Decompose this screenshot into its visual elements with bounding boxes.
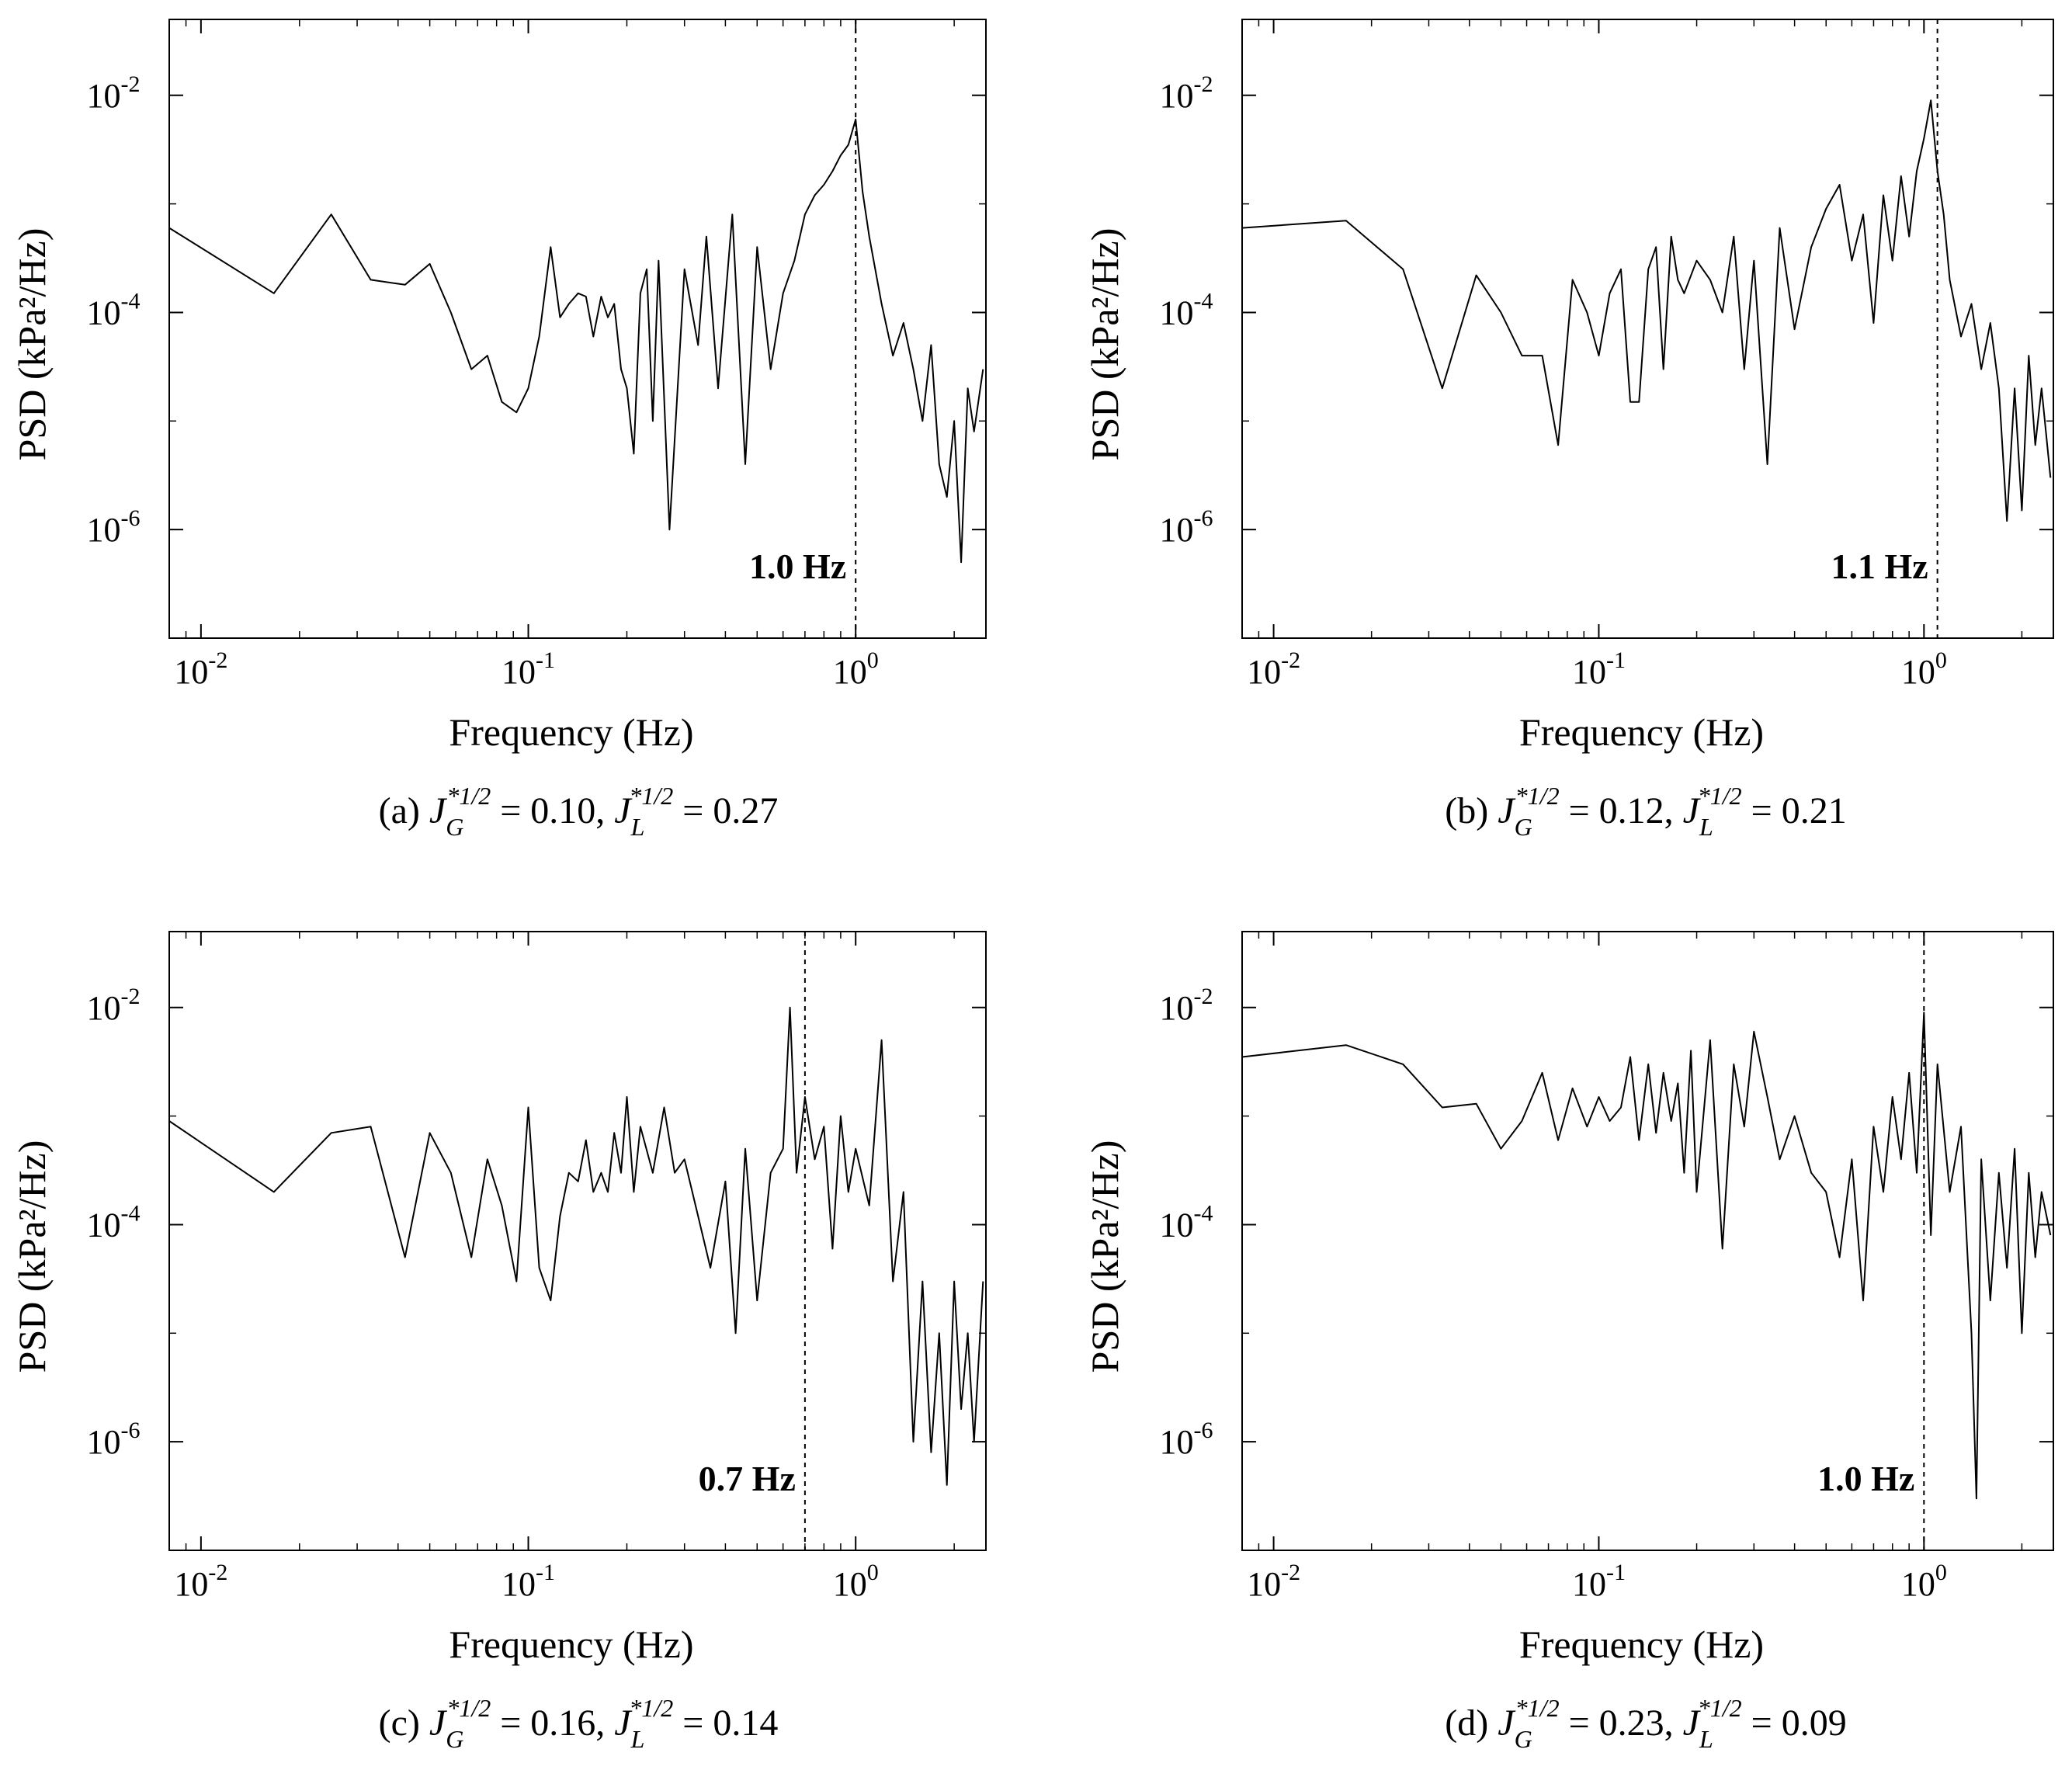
plot-frame: [168, 19, 987, 639]
plot-frame: [1241, 19, 2054, 639]
chart-panel-4: 10-2 10-1 100 10-6 10-4 10-2 1.0 Hz Frequency (…: [1083, 931, 2054, 1753]
plot-frame: [168, 931, 987, 1551]
y-tick-label: 10-4: [1160, 288, 1213, 331]
x-tick-label: 10-2: [1247, 1560, 1300, 1603]
y-tick-label: 10-6: [87, 1418, 141, 1461]
y-axis-title: PSD (kPa²/Hz): [10, 228, 54, 461]
y-tick-label: 10-2: [1160, 71, 1213, 115]
y-tick-label: 10-4: [87, 1200, 141, 1244]
y-axis-title: PSD (kPa²/Hz): [10, 1140, 54, 1373]
x-tick-label: 10-1: [502, 1560, 555, 1603]
x-tick-label: 100: [833, 647, 879, 691]
y-axis-title: PSD (kPa²/Hz): [1083, 1140, 1126, 1373]
x-axis-title: Frequency (Hz): [449, 710, 693, 754]
y-tick-label: 10-6: [87, 505, 141, 549]
peak-annotation: 0.7 Hz: [699, 1459, 796, 1498]
x-tick-label: 100: [833, 1560, 879, 1603]
panel-caption: (d) JG*1/2 = 0.23, JL*1/2 = 0.09: [1445, 1694, 1846, 1753]
peak-annotation: 1.0 Hz: [749, 547, 846, 586]
psd-series-line: [168, 118, 984, 564]
y-tick-label: 10-6: [1160, 1418, 1213, 1461]
chart-panel-1: 10-2 10-1 100 10-6 10-4 10-2 1.0 Hz Frequency (…: [10, 19, 987, 841]
x-tick-label: 10-1: [1572, 1560, 1626, 1603]
psd-series-line: [1241, 99, 2052, 522]
x-axis-title: Frequency (Hz): [1519, 1623, 1764, 1666]
y-tick-label: 10-6: [1160, 505, 1213, 549]
y-tick-label: 10-2: [87, 984, 141, 1027]
peak-annotation: 1.0 Hz: [1817, 1459, 1914, 1498]
x-axis-title: Frequency (Hz): [449, 1623, 693, 1666]
x-axis-title: Frequency (Hz): [1519, 710, 1764, 754]
x-tick-label: 10-2: [174, 1560, 227, 1603]
x-tick-label: 10-1: [502, 647, 555, 691]
x-tick-label: 100: [1901, 1560, 1947, 1603]
plot-frame: [1241, 931, 2054, 1551]
y-axis-title: PSD (kPa²/Hz): [1083, 228, 1126, 461]
psd-series-line: [1241, 1012, 2052, 1500]
y-tick-label: 10-4: [87, 288, 141, 331]
panel-caption: (c) JG*1/2 = 0.16, JL*1/2 = 0.14: [379, 1694, 779, 1753]
x-tick-label: 10-1: [1572, 647, 1626, 691]
panel-caption: (b) JG*1/2 = 0.12, JL*1/2 = 0.21: [1445, 782, 1846, 841]
x-tick-label: 100: [1901, 647, 1947, 691]
x-tick-label: 10-2: [1247, 647, 1300, 691]
panel-caption: (a) JG*1/2 = 0.10, JL*1/2 = 0.27: [379, 782, 779, 841]
chart-panel-3: 10-2 10-1 100 10-6 10-4 10-2 0.7 Hz Frequency (…: [10, 931, 987, 1753]
y-tick-label: 10-2: [87, 71, 141, 115]
peak-annotation: 1.1 Hz: [1831, 547, 1928, 586]
y-tick-label: 10-4: [1160, 1200, 1213, 1244]
psd-series-line: [168, 1006, 984, 1486]
chart-panel-2: 10-2 10-1 100 10-6 10-4 10-2 1.1 Hz Frequency (…: [1083, 19, 2054, 841]
y-tick-label: 10-2: [1160, 984, 1213, 1027]
x-tick-label: 10-2: [174, 647, 227, 691]
